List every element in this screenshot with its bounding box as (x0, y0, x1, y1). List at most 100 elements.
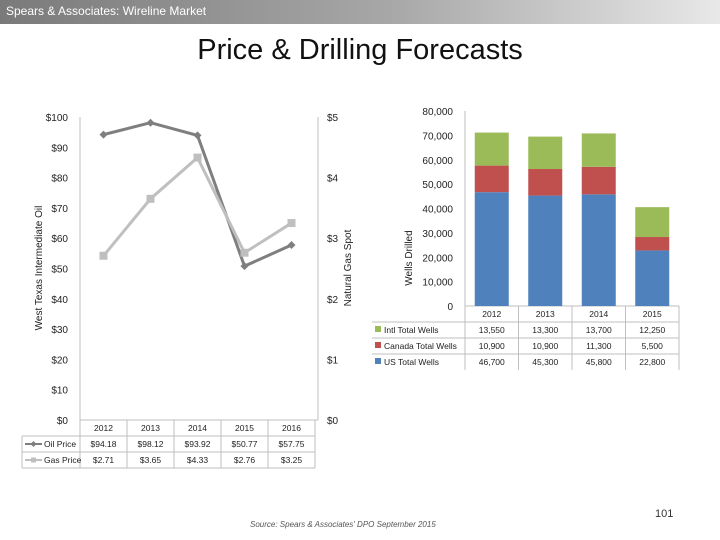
right-axis-tick-label: $2 (327, 295, 339, 306)
bar-y-tick-label: 50,000 (422, 180, 453, 191)
source-note: Source: Spears & Associates' DPO Septemb… (250, 520, 436, 529)
left-axis-tick-label: $70 (51, 204, 68, 215)
bar-y-tick-label: 10,000 (422, 278, 453, 289)
oil-price-point (287, 241, 296, 250)
data-label: $3.25 (281, 455, 303, 465)
bar-legend-label: US Total Wells (384, 357, 439, 367)
bar-y-axis-title: Wells Drilled (404, 230, 415, 285)
left-axis-tick-label: $90 (51, 143, 68, 154)
bar-legend-key (375, 342, 381, 348)
header-bar-title: Spears & Associates: Wireline Market (6, 4, 207, 18)
legend-key-marker (30, 441, 37, 447)
oil-price-point (146, 118, 155, 127)
oil-price-point (193, 131, 202, 140)
bar-legend-label: Intl Total Wells (384, 325, 439, 335)
gas-price-point (193, 153, 202, 162)
bar-y-tick-label: 70,000 (422, 131, 453, 142)
left-axis-tick-label: $20 (51, 355, 68, 366)
bar-canada-wells (635, 237, 670, 251)
gas-price-point (240, 248, 249, 257)
oil-price-point (240, 262, 249, 271)
bar-us-wells (581, 194, 616, 306)
right-axis-tick-label: $0 (327, 416, 339, 427)
header-bar: Spears & Associates: Wireline Market (0, 0, 720, 24)
left-axis-tick-label: $30 (51, 325, 68, 336)
bar-y-tick-label: 30,000 (422, 229, 453, 240)
x-tick-label: 2016 (282, 423, 301, 433)
gas-price-point (99, 251, 108, 260)
x-tick-label: 2012 (94, 423, 113, 433)
bar-us-wells (635, 250, 670, 306)
bar-canada-wells (474, 165, 509, 193)
bar-intl-wells (581, 133, 616, 167)
bar-canada-wells (581, 166, 616, 195)
bar-us-wells (528, 195, 563, 306)
data-label: $57.75 (279, 439, 305, 449)
bar-data-label: 13,700 (586, 325, 612, 335)
series-line-gas (102, 155, 293, 257)
page-number: 101 (655, 508, 674, 520)
left-axis-tick-label: $50 (51, 265, 68, 276)
oil-price-point (99, 130, 108, 139)
data-label: $2.76 (234, 455, 256, 465)
bar-y-tick-label: 20,000 (422, 253, 453, 264)
bar-data-label: 12,250 (639, 325, 665, 335)
left-axis-tick-label: $60 (51, 234, 68, 245)
data-label: $4.33 (187, 455, 209, 465)
bar-x-tick-label: 2012 (482, 309, 501, 319)
data-label: $3.65 (140, 455, 162, 465)
bar-us-wells (474, 192, 509, 306)
bar-y-tick-label: 40,000 (422, 205, 453, 216)
series-line-oil (103, 121, 293, 269)
bar-data-label: 46,700 (479, 357, 505, 367)
bar-x-tick-label: 2014 (589, 309, 608, 319)
bar-intl-wells (528, 136, 563, 170)
x-tick-label: 2013 (141, 423, 160, 433)
bar-legend-key (375, 326, 381, 332)
gas-price-point (287, 219, 296, 228)
bar-data-label: 45,300 (532, 357, 558, 367)
bar-intl-wells (474, 132, 509, 166)
data-label: $50.77 (232, 439, 258, 449)
bar-legend-label: Canada Total Wells (384, 341, 457, 351)
right-axis-title: Natural Gas Spot (343, 229, 354, 306)
bar-data-label: 13,550 (479, 325, 505, 335)
left-axis-tick-label: $100 (46, 113, 69, 124)
x-tick-label: 2015 (235, 423, 254, 433)
legend-label: Oil Price (44, 439, 76, 449)
bar-data-label: 11,300 (586, 341, 612, 351)
bar-data-label: 22,800 (639, 357, 665, 367)
legend-key-marker (31, 457, 36, 463)
right-axis-tick-label: $1 (327, 355, 339, 366)
right-axis-tick-label: $5 (327, 113, 339, 124)
bar-y-tick-label: 60,000 (422, 156, 453, 167)
left-axis-tick-label: $40 (51, 295, 68, 306)
bar-y-tick-label: 0 (447, 302, 453, 313)
bar-legend-key (375, 358, 381, 364)
bar-data-label: 5,500 (642, 341, 664, 351)
bar-data-label: 10,900 (532, 341, 558, 351)
left-axis-tick-label: $0 (57, 416, 69, 427)
bar-data-label: 13,300 (532, 325, 558, 335)
bar-y-tick-label: 80,000 (422, 107, 453, 118)
data-label: $93.92 (185, 439, 211, 449)
bar-intl-wells (635, 207, 670, 238)
gas-price-point (146, 194, 155, 203)
bar-x-tick-label: 2015 (643, 309, 662, 319)
bar-x-tick-label: 2013 (536, 309, 555, 319)
data-label: $98.12 (138, 439, 164, 449)
right-axis-tick-label: $4 (327, 174, 339, 185)
right-axis-tick-label: $3 (327, 234, 339, 245)
page-title: Price & Drilling Forecasts (197, 34, 523, 66)
bar-data-label: 10,900 (479, 341, 505, 351)
legend-label: Gas Price (44, 455, 82, 465)
bar-canada-wells (528, 169, 563, 196)
data-label: $2.71 (93, 455, 115, 465)
x-tick-label: 2014 (188, 423, 207, 433)
left-axis-tick-label: $10 (51, 386, 68, 397)
left-axis-title: West Texas Intermediate Oil (34, 206, 45, 331)
bar-data-label: 45,800 (586, 357, 612, 367)
data-label: $94.18 (91, 439, 117, 449)
left-axis-tick-label: $80 (51, 174, 68, 185)
